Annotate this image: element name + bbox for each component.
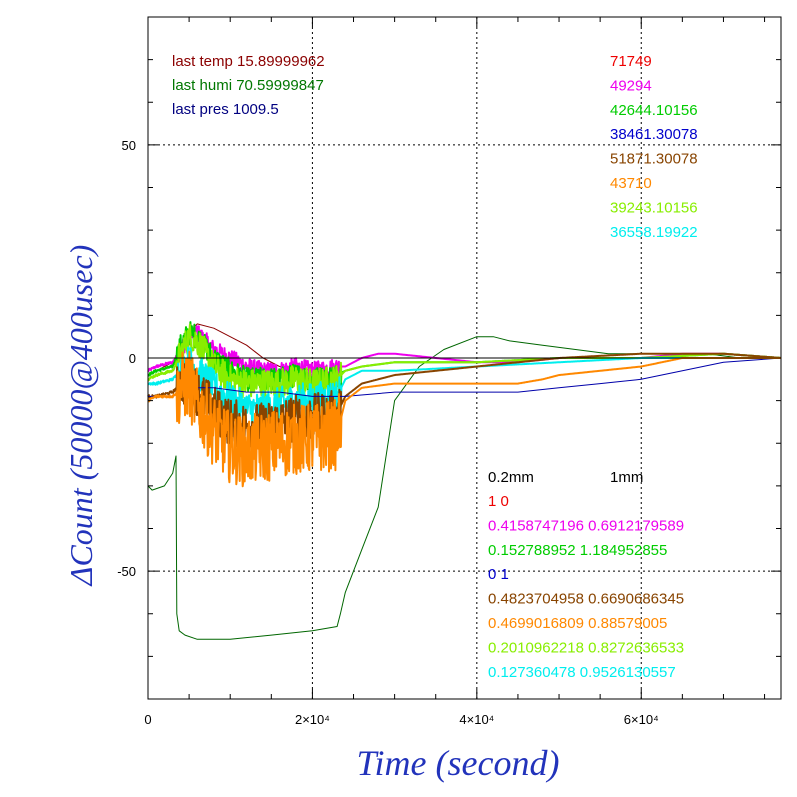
legend-header-col1: 0.2mm bbox=[488, 469, 534, 486]
total-text-1: 49294 bbox=[610, 77, 652, 94]
legend-header-col2: 1mm bbox=[610, 469, 643, 486]
legend-entry-4: 0.4823704958 0.6690686345 bbox=[488, 591, 684, 608]
legend-entry-2: 0.152788952 1.184952855 bbox=[488, 542, 667, 559]
y-tick-label-2: -50 bbox=[117, 564, 136, 579]
legend-entry-3: 0 1 bbox=[488, 566, 509, 583]
x-tick-label-3: 6×10⁴ bbox=[624, 712, 659, 727]
annotations: 0 2×10⁴ 4×10⁴ 6×10⁴ 50 0 -50 last temp 15.89999… bbox=[117, 53, 697, 727]
series-line-1 bbox=[147, 336, 781, 640]
x-tick-label-1: 2×10⁴ bbox=[295, 712, 330, 727]
series-line-8 bbox=[147, 350, 782, 488]
y-tick-label-1: 0 bbox=[129, 351, 136, 366]
total-text-3: 38461.30078 bbox=[610, 126, 698, 143]
legend-entry-1: 0.4158747196 0.6912179589 bbox=[488, 517, 684, 534]
series-lines bbox=[147, 321, 782, 640]
total-text-4: 51871.30078 bbox=[610, 151, 698, 168]
legend-entry-5: 0.4699016809 0.88579005 bbox=[488, 615, 667, 632]
total-text-5: 43710 bbox=[610, 175, 652, 192]
x-tick-label-0: 0 bbox=[144, 712, 151, 727]
total-text-6: 39243.10156 bbox=[610, 199, 698, 216]
total-text-0: 71749 bbox=[610, 53, 652, 70]
legend-entry-7: 0.127360478 0.9526130557 bbox=[488, 664, 676, 681]
info-text-0: last temp 15.89999962 bbox=[172, 53, 325, 70]
y-axis-label: ΔCount (50000@400usec) bbox=[63, 245, 99, 588]
legend-entry-0: 1 0 bbox=[488, 493, 509, 510]
legend-entry-6: 0.2010962218 0.8272636533 bbox=[488, 639, 684, 656]
x-axis-label: Time (second) bbox=[357, 743, 560, 783]
info-text-2: last pres 1009.5 bbox=[172, 101, 279, 118]
y-tick-label-0: 50 bbox=[122, 138, 136, 153]
total-text-2: 42644.10156 bbox=[610, 102, 698, 119]
total-text-7: 36558.19922 bbox=[610, 224, 698, 241]
info-text-1: last humi 70.59999847 bbox=[172, 77, 324, 94]
axes bbox=[147, 16, 782, 700]
series-line-4 bbox=[147, 323, 782, 400]
x-tick-label-2: 4×10⁴ bbox=[459, 712, 494, 727]
